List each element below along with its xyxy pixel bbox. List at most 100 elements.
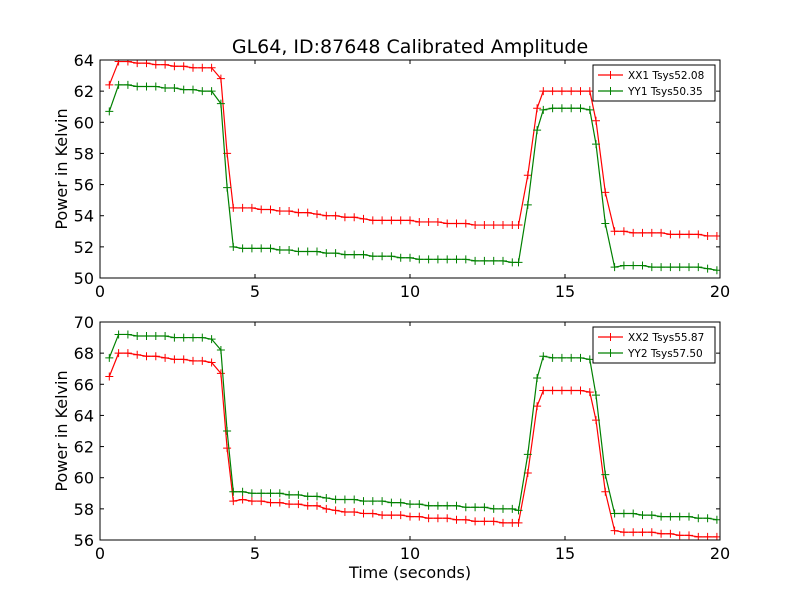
y-tick-label: 62: [74, 438, 94, 457]
data-point: [257, 205, 266, 214]
data-point: [238, 203, 247, 212]
x-tick-label: 0: [95, 544, 105, 563]
data-point: [123, 349, 132, 358]
series-line: [108, 60, 717, 237]
data-point: [257, 244, 266, 253]
data-point: [657, 529, 666, 538]
data-point: [142, 82, 151, 91]
data-point: [387, 252, 396, 261]
data-point: [313, 247, 321, 256]
data-point: [179, 355, 188, 364]
data-point: [452, 255, 461, 264]
y-tick-label: 60: [74, 469, 94, 488]
data-point: [170, 84, 179, 93]
data-point: [533, 126, 542, 135]
legend-box: [592, 326, 716, 364]
data-point: [666, 263, 675, 272]
data-point: [471, 503, 480, 512]
data-point: [585, 388, 594, 397]
data-point: [322, 249, 331, 258]
data-point: [368, 252, 377, 261]
data-point: [489, 504, 498, 513]
data-point: [619, 227, 628, 236]
data-point: [313, 501, 321, 510]
y-tick-label: 62: [74, 82, 94, 101]
data-point: [105, 353, 114, 362]
data-point: [142, 332, 151, 341]
data-point: [638, 511, 647, 520]
y-tick-label: 64: [74, 406, 94, 425]
y-tick-label: 58: [74, 500, 94, 519]
data-point: [499, 518, 507, 527]
data-point: [557, 104, 566, 113]
data-point: [610, 509, 619, 518]
data-point: [523, 200, 532, 209]
data-point: [179, 62, 188, 71]
data-point: [275, 498, 284, 507]
data-point: [294, 247, 303, 256]
data-point: [313, 492, 321, 501]
y-tick-label: 54: [74, 207, 94, 226]
data-point: [424, 217, 433, 226]
data-point: [198, 63, 207, 72]
legend: XX1 Tsys52.08 YY1 Tsys50.35: [592, 64, 716, 102]
data-point: [610, 526, 619, 535]
data-point: [294, 500, 303, 509]
data-point: [567, 87, 576, 96]
plot-area: [105, 60, 720, 275]
data-point: [666, 512, 675, 521]
data-point: [133, 82, 142, 91]
data-point: [415, 217, 424, 226]
data-point: [285, 490, 294, 499]
data-point: [592, 116, 600, 125]
data-point: [294, 490, 303, 499]
data-point: [703, 514, 712, 523]
data-point: [322, 504, 331, 513]
data-point: [133, 350, 142, 359]
data-point: [285, 500, 294, 509]
data-point: [461, 219, 470, 228]
legend-entry: YY1 Tsys50.35: [598, 86, 703, 98]
data-point: [499, 221, 507, 230]
data-point: [557, 386, 566, 395]
data-point: [694, 230, 703, 239]
data-point: [585, 87, 594, 96]
data-point: [557, 87, 566, 96]
data-point: [229, 497, 238, 506]
data-point: [198, 333, 207, 342]
data-point: [638, 528, 647, 537]
data-point: [433, 501, 442, 510]
data-point: [601, 487, 610, 496]
data-point: [359, 214, 368, 223]
data-point: [567, 353, 576, 362]
data-point: [685, 531, 693, 540]
data-point: [198, 87, 207, 96]
data-point: [247, 244, 256, 253]
data-point: [350, 213, 359, 222]
data-point: [685, 512, 693, 521]
data-point: [359, 250, 368, 259]
data-point: [548, 353, 557, 362]
data-point: [368, 497, 377, 506]
data-point: [105, 372, 114, 381]
data-point: [685, 263, 693, 272]
data-point: [685, 230, 693, 239]
data-point: [340, 250, 349, 259]
series-line: [108, 333, 717, 521]
data-point: [424, 501, 433, 510]
data-point: [657, 228, 666, 237]
data-point: [694, 514, 703, 523]
data-point: [198, 356, 207, 365]
data-point: [229, 242, 238, 251]
data-point: [216, 369, 225, 378]
data-point: [471, 256, 480, 265]
data-point: [247, 489, 256, 498]
data-point: [238, 495, 247, 504]
data-point: [443, 255, 452, 264]
x-tick-label: 20: [710, 282, 730, 301]
data-point: [539, 352, 548, 361]
data-point: [105, 80, 114, 89]
x-tick-label: 0: [95, 282, 105, 301]
data-point: [396, 498, 405, 507]
